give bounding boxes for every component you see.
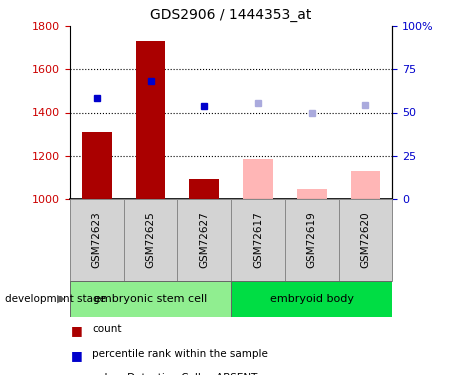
Bar	[351, 171, 380, 199]
Text: GSM72623: GSM72623	[92, 211, 102, 268]
Text: GSM72620: GSM72620	[360, 211, 371, 268]
Text: embryonic stem cell: embryonic stem cell	[94, 294, 207, 304]
Bar	[285, 199, 339, 281]
Text: embryoid body: embryoid body	[270, 294, 354, 304]
Bar	[70, 281, 231, 317]
Text: count: count	[92, 324, 122, 334]
Text: development stage: development stage	[5, 294, 106, 304]
Title: GDS2906 / 1444353_at: GDS2906 / 1444353_at	[151, 9, 312, 22]
Bar	[70, 199, 124, 281]
Bar	[243, 159, 273, 199]
Text: value, Detection Call = ABSENT: value, Detection Call = ABSENT	[92, 373, 258, 375]
Text: ■: ■	[71, 373, 83, 375]
Bar	[177, 199, 231, 281]
Bar	[124, 199, 177, 281]
Bar	[231, 281, 392, 317]
Text: ■: ■	[71, 324, 83, 338]
Text: ▶: ▶	[57, 294, 65, 304]
Bar	[136, 41, 166, 199]
Bar	[231, 199, 285, 281]
Text: GSM72625: GSM72625	[146, 211, 156, 268]
Bar	[297, 189, 327, 199]
Text: GSM72627: GSM72627	[199, 211, 209, 268]
Bar	[339, 199, 392, 281]
Text: ■: ■	[71, 349, 83, 362]
Text: GSM72619: GSM72619	[307, 211, 317, 268]
Text: percentile rank within the sample: percentile rank within the sample	[92, 349, 268, 359]
Bar	[189, 179, 219, 199]
Bar	[82, 132, 111, 199]
Text: GSM72617: GSM72617	[253, 211, 263, 268]
